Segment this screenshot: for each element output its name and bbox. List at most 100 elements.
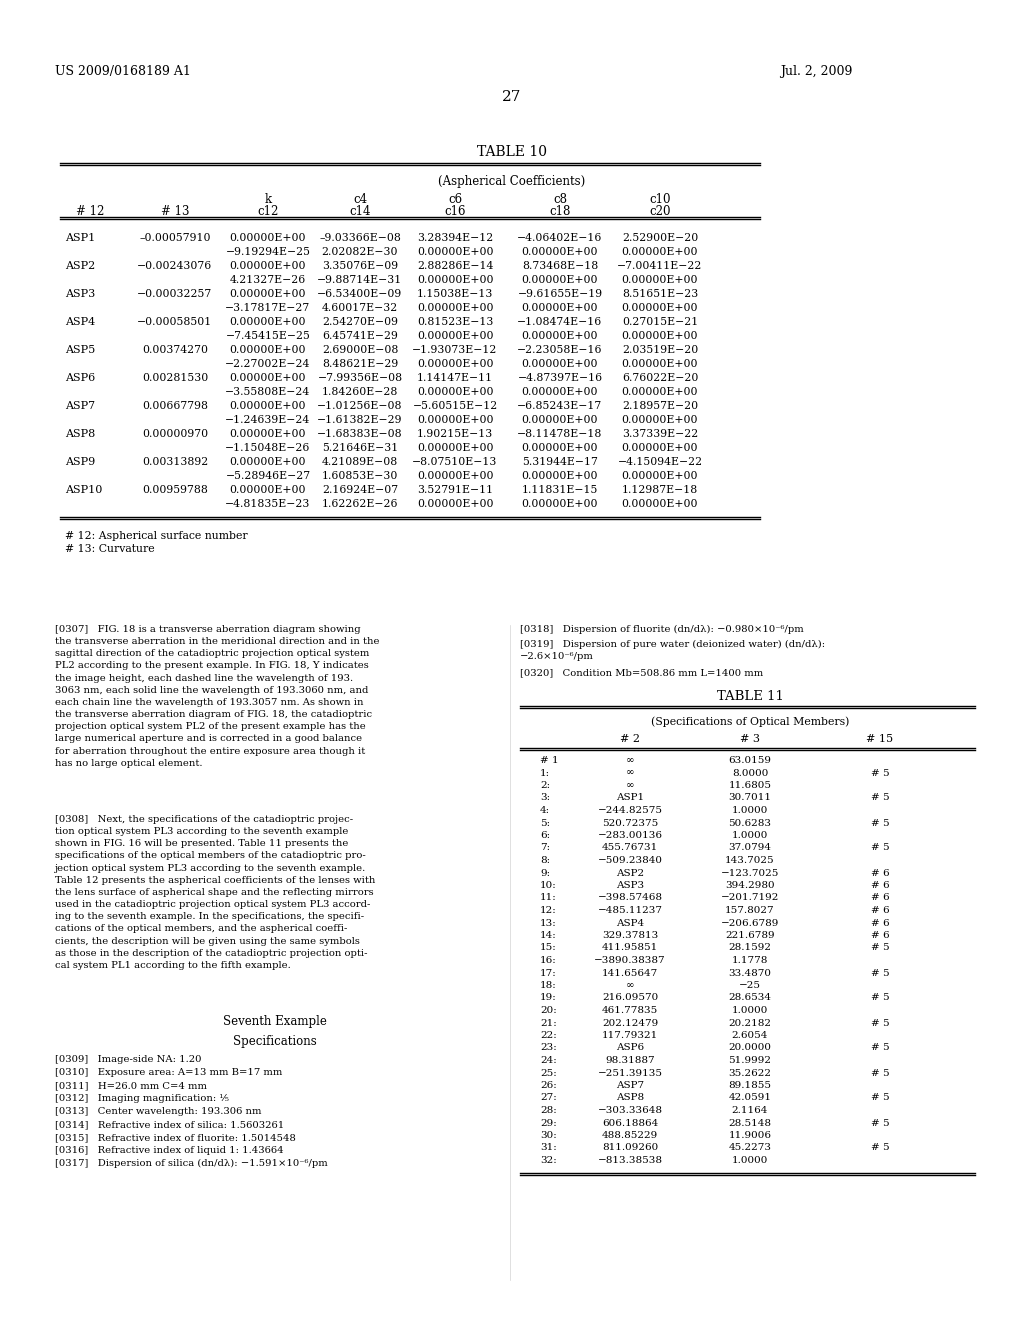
Text: 24:: 24: — [540, 1056, 557, 1065]
Text: −7.45415E−25: −7.45415E−25 — [225, 331, 310, 341]
Text: ASP8: ASP8 — [65, 429, 95, 440]
Text: –0.00057910: –0.00057910 — [139, 234, 211, 243]
Text: 5.31944E−17: 5.31944E−17 — [522, 457, 598, 467]
Text: 98.31887: 98.31887 — [605, 1056, 654, 1065]
Text: 3.35076E−09: 3.35076E−09 — [322, 261, 398, 271]
Text: −1.24639E−24: −1.24639E−24 — [225, 414, 310, 425]
Text: 0.00000E+00: 0.00000E+00 — [417, 304, 494, 313]
Text: −3.17817E−27: −3.17817E−27 — [225, 304, 310, 313]
Text: –9.03366E−08: –9.03366E−08 — [319, 234, 401, 243]
Text: 143.7025: 143.7025 — [725, 855, 775, 865]
Text: ASP8: ASP8 — [616, 1093, 644, 1102]
Text: −8.11478E−18: −8.11478E−18 — [517, 429, 603, 440]
Text: 10:: 10: — [540, 880, 557, 890]
Text: 7:: 7: — [540, 843, 550, 853]
Text: 50.6283: 50.6283 — [728, 818, 771, 828]
Text: 0.00000E+00: 0.00000E+00 — [417, 499, 494, 510]
Text: 31:: 31: — [540, 1143, 557, 1152]
Text: 0.00000E+00: 0.00000E+00 — [417, 471, 494, 480]
Text: −5.60515E−12: −5.60515E−12 — [413, 401, 498, 411]
Text: 0.00000E+00: 0.00000E+00 — [522, 359, 598, 370]
Text: 3.37339E−22: 3.37339E−22 — [622, 429, 698, 440]
Text: ASP6: ASP6 — [616, 1044, 644, 1052]
Text: 0.00000E+00: 0.00000E+00 — [522, 414, 598, 425]
Text: 2.52900E−20: 2.52900E−20 — [622, 234, 698, 243]
Text: 1.62262E−26: 1.62262E−26 — [322, 499, 398, 510]
Text: −3890.38387: −3890.38387 — [594, 956, 666, 965]
Text: 0.00000E+00: 0.00000E+00 — [417, 414, 494, 425]
Text: 28.6534: 28.6534 — [728, 994, 771, 1002]
Text: [0307]   FIG. 18 is a transverse aberration diagram showing
the transverse aberr: [0307] FIG. 18 is a transverse aberratio… — [55, 624, 380, 768]
Text: c10: c10 — [649, 193, 671, 206]
Text: # 6: # 6 — [870, 880, 889, 890]
Text: 28.5148: 28.5148 — [728, 1118, 771, 1127]
Text: 0.00000E+00: 0.00000E+00 — [622, 444, 698, 453]
Text: 0.00000E+00: 0.00000E+00 — [229, 457, 306, 467]
Text: ∞: ∞ — [626, 981, 634, 990]
Text: # 2: # 2 — [620, 734, 640, 744]
Text: 0.00959788: 0.00959788 — [142, 484, 208, 495]
Text: 0.00000E+00: 0.00000E+00 — [522, 471, 598, 480]
Text: 20.0000: 20.0000 — [728, 1044, 771, 1052]
Text: 1.11831E−15: 1.11831E−15 — [522, 484, 598, 495]
Text: −2.27002E−24: −2.27002E−24 — [225, 359, 310, 370]
Text: 25:: 25: — [540, 1068, 557, 1077]
Text: 4.60017E−32: 4.60017E−32 — [322, 304, 398, 313]
Text: ASP9: ASP9 — [65, 457, 95, 467]
Text: −206.6789: −206.6789 — [721, 919, 779, 928]
Text: 37.0794: 37.0794 — [728, 843, 771, 853]
Text: 6.45741E−29: 6.45741E−29 — [323, 331, 398, 341]
Text: 0.00000E+00: 0.00000E+00 — [522, 304, 598, 313]
Text: Jul. 2, 2009: Jul. 2, 2009 — [780, 65, 852, 78]
Text: 13:: 13: — [540, 919, 557, 928]
Text: [0319]   Dispersion of pure water (deionized water) (dn/dλ):
−2.6×10⁻⁶/pm: [0319] Dispersion of pure water (deioniz… — [520, 640, 825, 661]
Text: 17:: 17: — [540, 969, 557, 978]
Text: c20: c20 — [649, 205, 671, 218]
Text: 0.00000E+00: 0.00000E+00 — [417, 387, 494, 397]
Text: TABLE 11: TABLE 11 — [717, 690, 783, 704]
Text: c4: c4 — [353, 193, 367, 206]
Text: 22:: 22: — [540, 1031, 557, 1040]
Text: 0.00000E+00: 0.00000E+00 — [522, 275, 598, 285]
Text: ASP4: ASP4 — [65, 317, 95, 327]
Text: 0.00000E+00: 0.00000E+00 — [522, 247, 598, 257]
Text: 5.21646E−31: 5.21646E−31 — [322, 444, 398, 453]
Text: 8.51651E−23: 8.51651E−23 — [622, 289, 698, 300]
Text: −9.19294E−25: −9.19294E−25 — [225, 247, 310, 257]
Text: 9:: 9: — [540, 869, 550, 878]
Text: 1.1778: 1.1778 — [732, 956, 768, 965]
Text: 30.7011: 30.7011 — [728, 793, 771, 803]
Text: ASP3: ASP3 — [65, 289, 95, 300]
Text: 811.09260: 811.09260 — [602, 1143, 658, 1152]
Text: 8:: 8: — [540, 855, 550, 865]
Text: 20.2182: 20.2182 — [728, 1019, 771, 1027]
Text: 63.0159: 63.0159 — [728, 756, 771, 766]
Text: 329.37813: 329.37813 — [602, 931, 658, 940]
Text: 4.21089E−08: 4.21089E−08 — [322, 457, 398, 467]
Text: [0312]   Imaging magnification: ¹⁄₅: [0312] Imaging magnification: ¹⁄₅ — [55, 1094, 229, 1104]
Text: 1.60853E−30: 1.60853E−30 — [322, 471, 398, 480]
Text: 1.15038E−13: 1.15038E−13 — [417, 289, 494, 300]
Text: 27: 27 — [503, 90, 521, 104]
Text: c6: c6 — [447, 193, 462, 206]
Text: ASP1: ASP1 — [65, 234, 95, 243]
Text: −4.06402E−16: −4.06402E−16 — [517, 234, 603, 243]
Text: −1.93073E−12: −1.93073E−12 — [413, 345, 498, 355]
Text: 0.00000E+00: 0.00000E+00 — [229, 289, 306, 300]
Text: [0313]   Center wavelength: 193.306 nm: [0313] Center wavelength: 193.306 nm — [55, 1107, 261, 1115]
Text: 8.73468E−18: 8.73468E−18 — [522, 261, 598, 271]
Text: 0.00000E+00: 0.00000E+00 — [417, 275, 494, 285]
Text: −4.15094E−22: −4.15094E−22 — [617, 457, 702, 467]
Text: −9.61655E−19: −9.61655E−19 — [517, 289, 602, 300]
Text: −201.7192: −201.7192 — [721, 894, 779, 903]
Text: −1.01256E−08: −1.01256E−08 — [317, 401, 402, 411]
Text: 8.0000: 8.0000 — [732, 768, 768, 777]
Text: 2.16924E−07: 2.16924E−07 — [322, 484, 398, 495]
Text: 0.00000E+00: 0.00000E+00 — [522, 387, 598, 397]
Text: 15:: 15: — [540, 944, 557, 953]
Text: 8.48621E−29: 8.48621E−29 — [322, 359, 398, 370]
Text: ASP4: ASP4 — [616, 919, 644, 928]
Text: 221.6789: 221.6789 — [725, 931, 775, 940]
Text: 0.00000E+00: 0.00000E+00 — [522, 444, 598, 453]
Text: # 5: # 5 — [870, 818, 889, 828]
